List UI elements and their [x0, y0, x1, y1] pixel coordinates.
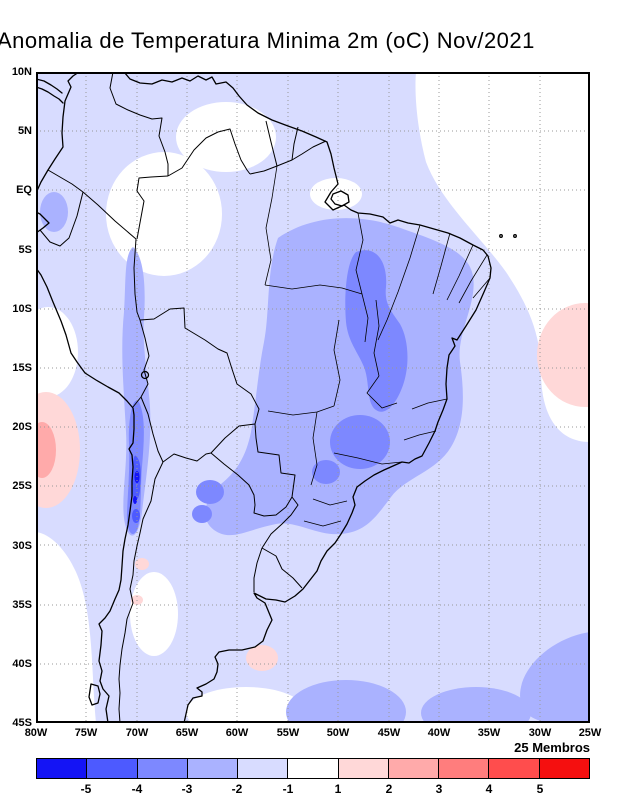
graticule	[36, 72, 590, 723]
lat-label: 5N	[17, 125, 32, 137]
colorbar-swatch	[287, 759, 338, 778]
lat-label: 10N	[11, 66, 32, 78]
lat-label: 15S	[12, 362, 32, 374]
anomaly-layer-neutral	[36, 72, 590, 723]
lat-label: 45S	[12, 717, 32, 729]
colorbar-swatch	[538, 759, 589, 778]
colorbar-level-label: -1	[282, 782, 294, 796]
lon-label: 75W	[74, 727, 98, 739]
colorbar-level-label: 3	[435, 782, 443, 796]
lon-label: 45W	[377, 727, 401, 739]
ensemble-members-label: 25 Membros	[514, 740, 590, 755]
colorbar-swatch	[337, 759, 388, 778]
colorbar	[36, 758, 590, 779]
lat-label: 20S	[12, 421, 32, 433]
lon-label: 60W	[225, 727, 249, 739]
lat-label: 10S	[12, 303, 32, 315]
colorbar-level-label: 1	[334, 782, 342, 796]
colorbar-swatch	[186, 759, 238, 778]
lat-label: EQ	[16, 184, 32, 196]
colorbar-swatch	[136, 759, 187, 778]
anomaly-layer-p1	[36, 303, 590, 671]
lat-label: 35S	[12, 599, 32, 611]
map-frame	[36, 72, 590, 723]
lon-label: 30W	[528, 727, 552, 739]
lon-label: 80W	[24, 727, 48, 739]
lon-label: 40W	[427, 727, 451, 739]
colorbar-level-label: 5	[536, 782, 544, 796]
lat-label: 25S	[12, 480, 32, 492]
map-panel	[36, 72, 590, 723]
lat-label: 30S	[12, 540, 32, 552]
anomaly-map	[36, 72, 590, 723]
lon-label: 65W	[175, 727, 199, 739]
colorbar-level-label: -5	[80, 782, 92, 796]
colorbar-level-label: -4	[131, 782, 143, 796]
lon-label: 50W	[326, 727, 350, 739]
colorbar-swatch	[387, 759, 439, 778]
plot-title: Anomalia de Temperatura Minima 2m (oC) N…	[0, 28, 535, 53]
colorbar-level-label: 4	[485, 782, 493, 796]
colorbar-swatch	[37, 759, 87, 778]
lat-label: 5S	[18, 244, 32, 256]
colorbar-swatch	[237, 759, 288, 778]
colorbar-level-label: 2	[385, 782, 393, 796]
lon-label: 35W	[477, 727, 501, 739]
colorbar-level-label: -2	[231, 782, 243, 796]
lon-label: 70W	[125, 727, 149, 739]
colorbar-level-label: -3	[181, 782, 193, 796]
country-borders	[39, 72, 327, 723]
lon-label: 55W	[276, 727, 300, 739]
lon-label: 25W	[578, 727, 602, 739]
anomaly-layer-p2	[36, 422, 56, 478]
colorbar-swatch	[438, 759, 489, 778]
state-borders	[264, 165, 491, 527]
colorbar-swatch	[86, 759, 137, 778]
colorbar-swatch	[488, 759, 539, 778]
lat-label: 40S	[12, 658, 32, 670]
